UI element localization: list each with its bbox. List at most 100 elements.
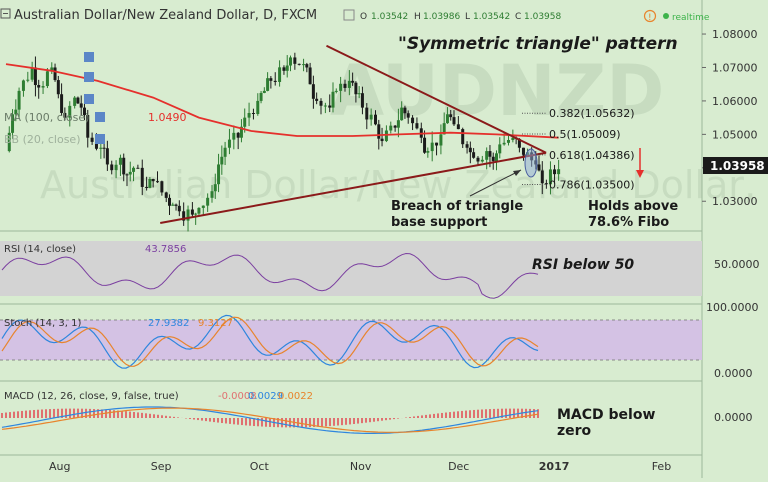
macd-hist-bar [93, 409, 95, 418]
candle-body [220, 157, 223, 165]
macd-hist-bar [285, 418, 287, 427]
bb-legend-label: BB (20, close) [4, 133, 81, 146]
macd-hist-bar [169, 416, 171, 418]
candle-body [358, 93, 361, 94]
candle-body [469, 148, 472, 152]
macd-hist-bar [281, 418, 283, 427]
candle-body [42, 86, 45, 87]
x-tick-label: Oct [250, 460, 270, 473]
candle-body [278, 67, 281, 82]
macd-hist-bar [433, 414, 435, 418]
ma-settings-icon[interactable] [95, 112, 105, 122]
macd-hist-bar [325, 418, 327, 426]
rsi-note: RSI below 50 [532, 257, 634, 273]
macd-hist-bar [249, 418, 251, 426]
candle-body [115, 165, 118, 170]
candle-body [507, 140, 510, 143]
macd-hist-bar [213, 418, 215, 422]
candle-body [315, 99, 318, 101]
stoch-tick-top: 100.0000 [706, 301, 759, 314]
indicator-icon[interactable] [84, 72, 94, 82]
macd-hist-bar [21, 411, 23, 418]
candle-body [178, 206, 181, 211]
macd-hist-bar [161, 415, 163, 418]
realtime-label: realtime [672, 13, 710, 23]
candle-body [286, 66, 289, 71]
candle-body [492, 157, 495, 161]
macd-hist-bar [513, 409, 515, 418]
x-tick-label: Sep [151, 460, 172, 473]
macd-label: MACD (12, 26, close, 9, false, true) [4, 391, 179, 402]
candle-body [165, 192, 168, 197]
candle-body [495, 153, 498, 161]
candle-body [339, 84, 342, 91]
macd-hist-bar [505, 409, 507, 418]
macd-hist-bar [445, 413, 447, 418]
candle-body [435, 143, 438, 146]
candle-body [57, 80, 60, 94]
stoch-tick-bottom: 0.0000 [714, 367, 753, 380]
macd-hist-bar [209, 418, 211, 422]
macd-hist-bar [45, 409, 47, 418]
candle-body [538, 164, 541, 170]
fib-label: 0.786(1.03500) [549, 179, 635, 192]
candle-body [197, 208, 200, 214]
macd-hist-bar [301, 418, 303, 427]
macd-note-line1: MACD below [557, 407, 655, 423]
macd-hist-bar [205, 418, 207, 421]
y-tick-label: 1.03000 [712, 195, 758, 208]
candle-body [202, 206, 205, 208]
holds-note-line2: 78.6% Fibo [588, 215, 669, 230]
macd-hist-bar [309, 418, 311, 427]
candle-body [385, 131, 388, 142]
macd-hist-bar [49, 409, 51, 418]
stoch-label: Stoch (14, 3, 1) [4, 318, 81, 329]
ohlc-l-label: L [465, 12, 470, 22]
candle-body [466, 144, 469, 148]
x-tick-label: Nov [350, 460, 372, 473]
y-tick-label: 1.07000 [712, 61, 758, 74]
macd-hist-bar [305, 418, 307, 427]
macd-hist-bar [33, 410, 35, 418]
candle-body [243, 118, 246, 127]
candle-body [400, 108, 403, 121]
macd-hist-bar [425, 415, 427, 418]
realtime-dot-icon [663, 13, 669, 19]
macd-hist-bar [5, 413, 7, 418]
candle-body [145, 187, 148, 188]
macd-hist-bar [237, 418, 239, 425]
candle-body [228, 140, 231, 148]
candle-body [354, 83, 357, 95]
candle-body [426, 151, 429, 153]
candle-body [335, 91, 338, 92]
indicator-icon[interactable] [84, 52, 94, 62]
macd-hist-bar [157, 415, 159, 418]
candle-body [370, 115, 373, 120]
x-tick-label: Feb [652, 460, 671, 473]
y-tick-label: 1.06000 [712, 95, 758, 108]
candle-body [168, 198, 171, 206]
macd-hist-bar [133, 412, 135, 418]
candle-body [488, 151, 491, 157]
candle-body [449, 114, 452, 117]
macd-hist-bar [469, 410, 471, 418]
candle-body [397, 120, 400, 127]
macd-hist-bar [105, 410, 107, 418]
macd-hist-bar [65, 409, 67, 418]
candle-body [46, 71, 49, 86]
candle-body [522, 148, 525, 156]
indicator-icon[interactable] [84, 94, 94, 104]
macd-hist-bar [29, 410, 31, 418]
macd-hist-bar [413, 416, 415, 418]
stoch-k-value: 27.9382 [148, 318, 189, 329]
macd-hist-bar [461, 411, 463, 418]
macd-hist-bar [337, 418, 339, 425]
macd-hist-bar [361, 418, 363, 423]
candle-body [431, 143, 434, 151]
fib-label: 0.618(1.04386) [549, 149, 635, 162]
macd-hist-bar [53, 409, 55, 418]
candle-body [160, 181, 163, 192]
bb-settings-icon[interactable] [95, 134, 105, 144]
rsi-label: RSI (14, close) [4, 244, 76, 255]
